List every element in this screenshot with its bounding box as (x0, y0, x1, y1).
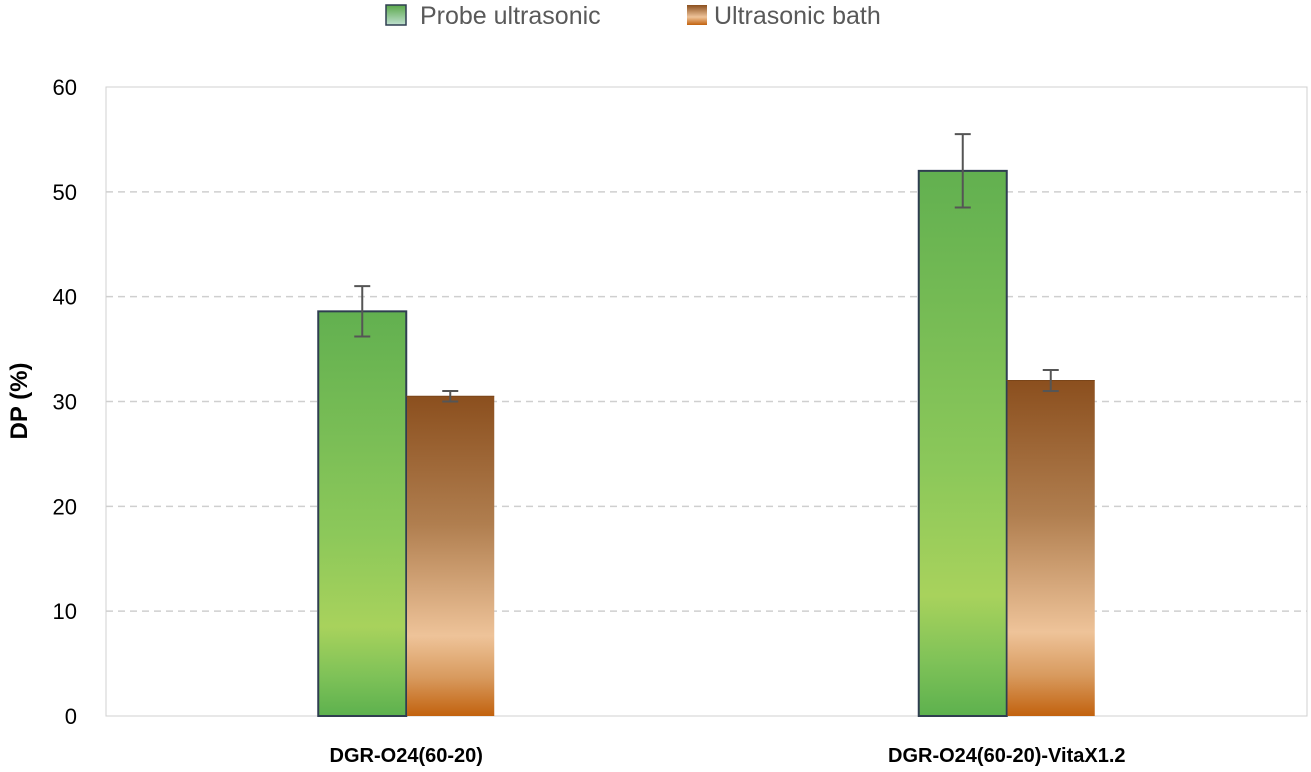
bar-ultrasonic-bath (406, 396, 495, 716)
legend-swatch-ultrasonic-bath (687, 5, 707, 25)
bar-probe-ultrasonic (317, 310, 408, 717)
error-bars (354, 133, 1059, 403)
legend: Probe ultrasonic Ultrasonic bath (385, 2, 881, 30)
y-tick-label: 30 (53, 390, 77, 415)
y-tick-label: 50 (53, 180, 77, 205)
gridlines (106, 191, 1307, 612)
legend-swatch-probe-ultrasonic (385, 4, 407, 26)
x-category-label: DGR-O24(60-20) (330, 745, 483, 767)
x-axis-categories: DGR-O24(60-20) DGR-O24(60-20)-VitaX1.2 (330, 745, 1126, 767)
y-tick-label: 20 (53, 494, 77, 519)
x-category-label: DGR-O24(60-20)-VitaX1.2 (888, 745, 1126, 767)
y-axis-ticks: 0 10 20 30 40 50 60 (53, 75, 77, 729)
bar-ultrasonic-bath (1006, 380, 1095, 716)
y-tick-label: 60 (53, 75, 77, 100)
y-axis-title: DP (%) (6, 363, 33, 440)
y-tick-label: 0 (65, 704, 77, 729)
legend-label-ultrasonic-bath: Ultrasonic bath (714, 2, 881, 30)
y-tick-label: 10 (53, 599, 77, 624)
y-tick-label: 40 (53, 285, 77, 310)
legend-label-probe-ultrasonic: Probe ultrasonic (420, 2, 601, 30)
bar-probe-ultrasonic (917, 169, 1008, 718)
bars (317, 169, 1095, 718)
